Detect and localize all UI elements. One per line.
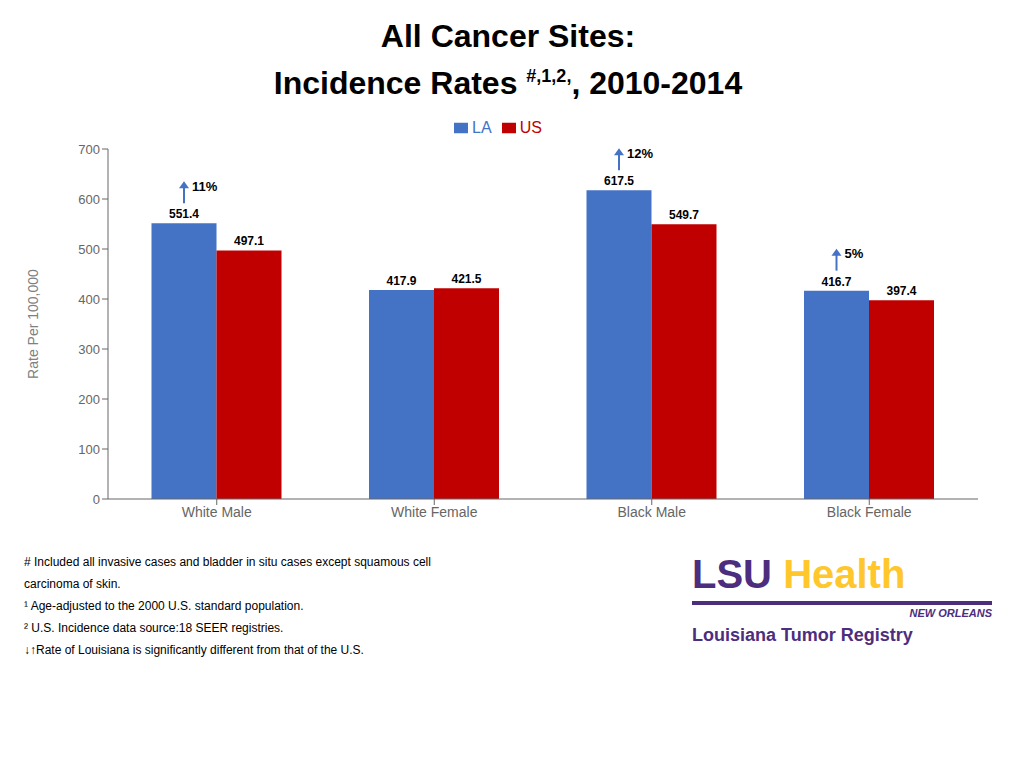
html-text:Incidence Rates#,1,2,, 2010-20: Incidence Rates#,1,2,, 2010-2014: [273, 64, 743, 101]
html-text:# Included all invasive cases: # Included all invasive cases and bladde…: [24, 554, 431, 569]
html-text:carcinoma of skin.: carcinoma of skin.: [24, 576, 121, 591]
html-text:LSU Health: LSU Health: [692, 551, 906, 596]
html-text:LA: LA: [472, 118, 492, 136]
svg-text:White Male: White Male: [182, 504, 252, 520]
svg-text:300: 300: [78, 341, 100, 356]
svg-text:100: 100: [78, 441, 100, 456]
svg-text:417.9: 417.9: [386, 274, 416, 288]
svg-text:12%: 12%: [627, 145, 653, 160]
svg-text:600: 600: [78, 191, 100, 206]
svg-text:397.4: 397.4: [886, 284, 916, 298]
svg-text:Black Female: Black Female: [827, 504, 912, 520]
svg-text:200: 200: [78, 391, 100, 406]
svg-text:549.7: 549.7: [669, 208, 699, 222]
svg-text:500: 500: [78, 241, 100, 256]
svg-text:416.7: 416.7: [821, 274, 851, 288]
svg-text:700: 700: [78, 141, 100, 156]
html-text:¹ Age-adjusted to the 2000 U.S: ¹ Age-adjusted to the 2000 U.S. standard…: [24, 598, 304, 613]
html-text:Louisiana Tumor Registry: Louisiana Tumor Registry: [692, 624, 913, 645]
svg-text:421.5: 421.5: [451, 272, 481, 286]
svg-text:0: 0: [93, 491, 100, 506]
html-text:NEW ORLEANS: NEW ORLEANS: [909, 606, 992, 619]
html-text:All Cancer Sites:: All Cancer Sites:: [380, 18, 636, 54]
svg-text:11%: 11%: [192, 178, 218, 193]
svg-text:497.1: 497.1: [234, 234, 264, 248]
svg-text:White Female: White Female: [391, 504, 478, 520]
svg-text:617.5: 617.5: [604, 174, 634, 188]
svg-text:5%: 5%: [845, 246, 864, 261]
svg-text:Rate Per 100,000: Rate Per 100,000: [25, 269, 41, 379]
svg-text:Black Male: Black Male: [618, 504, 687, 520]
html-text:↓↑Rate of Louisiana is signifi: ↓↑Rate of Louisiana is significantly dif…: [24, 642, 364, 657]
svg-text:400: 400: [78, 291, 100, 306]
html-text:² U.S. Incidence data source:1: ² U.S. Incidence data source:18 SEER reg…: [24, 620, 284, 635]
html-text:US: US: [519, 118, 542, 136]
svg-text:551.4: 551.4: [169, 207, 199, 221]
